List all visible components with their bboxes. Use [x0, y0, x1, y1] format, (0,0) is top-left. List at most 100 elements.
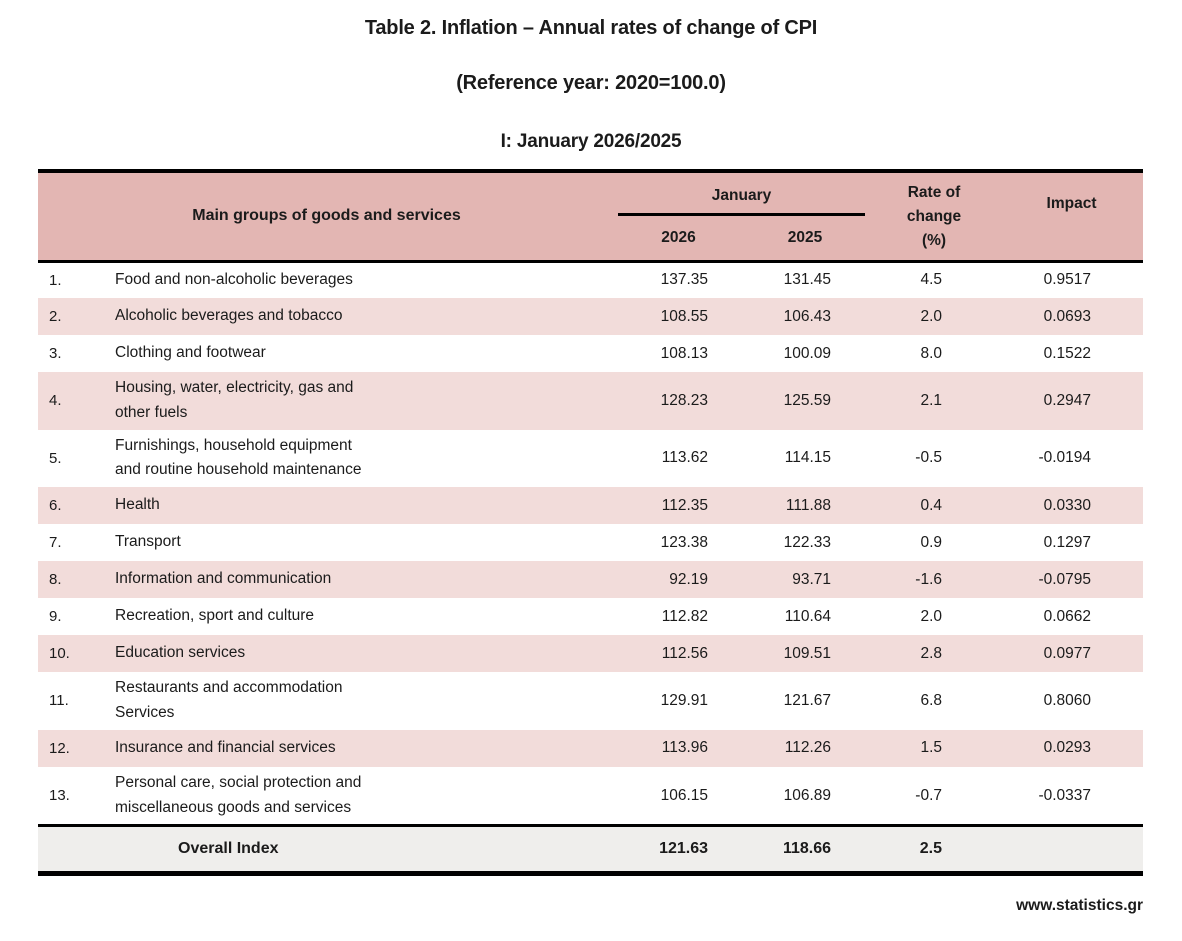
row-number: 10.: [38, 635, 110, 673]
table-row: 5. Furnishings, household equipment and …: [38, 429, 1144, 488]
index-2026: 128.23: [615, 372, 742, 430]
header-rate-of-change: Rate of change (%): [868, 171, 1001, 263]
table-row: 9. Recreation, sport and culture 112.82 …: [38, 598, 1144, 636]
table-body: 1. Food and non-alcoholic beverages 137.…: [38, 261, 1144, 826]
rate-of-change: 8.0: [868, 335, 1001, 372]
index-2026: 92.19: [615, 561, 742, 599]
row-number: 9.: [38, 598, 110, 636]
row-number: 12.: [38, 729, 110, 767]
rate-of-change: 4.5: [868, 261, 1001, 298]
index-2025: 122.33: [742, 524, 869, 562]
impact-value: 0.2947: [1000, 372, 1144, 430]
impact-value: 0.0693: [1000, 298, 1144, 335]
rate-of-change: 2.0: [868, 598, 1001, 636]
impact-value: 0.1522: [1000, 335, 1144, 372]
row-number: 1.: [38, 261, 110, 298]
index-2026: 112.56: [615, 635, 742, 673]
impact-value: -0.0337: [1000, 766, 1144, 826]
group-name: Clothing and footwear: [110, 335, 615, 372]
header-impact: Impact: [1000, 171, 1144, 263]
overall-rate-of-change: 2.5: [868, 824, 1001, 877]
index-2025: 100.09: [742, 335, 869, 372]
table-row: 2. Alcoholic beverages and tobacco 108.5…: [38, 298, 1144, 335]
index-2025: 110.64: [742, 598, 869, 636]
january-underline: [618, 213, 866, 216]
table-row: 8. Information and communication 92.19 9…: [38, 561, 1144, 599]
header-main-groups: Main groups of goods and services: [38, 171, 615, 263]
cpi-table: Main groups of goods and services Januar…: [38, 169, 1144, 877]
group-name: Insurance and financial services: [110, 729, 615, 767]
index-2026: 112.35: [615, 487, 742, 525]
group-name: Housing, water, electricity, gas and oth…: [110, 372, 615, 430]
table-overall-section: Overall Index 121.63 118.66 2.5: [38, 824, 1144, 877]
row-number: 7.: [38, 524, 110, 562]
table-row: 10. Education services 112.56 109.51 2.8…: [38, 635, 1144, 673]
header-year-2026: 2026: [615, 216, 742, 263]
group-name: Furnishings, household equipment and rou…: [110, 429, 615, 488]
group-name: Transport: [110, 524, 615, 562]
table-row: 12. Insurance and financial services 113…: [38, 729, 1144, 767]
rate-of-change: 6.8: [868, 672, 1001, 730]
index-2026: 113.62: [615, 429, 742, 488]
row-number: 2.: [38, 298, 110, 335]
group-name: Information and communication: [110, 561, 615, 599]
header-january-label: January: [711, 187, 772, 204]
table-header: Main groups of goods and services Januar…: [38, 171, 1144, 263]
index-2025: 125.59: [742, 372, 869, 430]
rate-of-change: -1.6: [868, 561, 1001, 599]
table-row: 6. Health 112.35 111.88 0.4 0.0330: [38, 487, 1144, 525]
impact-value: 0.0330: [1000, 487, 1144, 525]
impact-value: -0.0795: [1000, 561, 1144, 599]
row-number: 8.: [38, 561, 110, 599]
rate-of-change: -0.7: [868, 766, 1001, 826]
rate-of-change: 0.9: [868, 524, 1001, 562]
overall-index-label: Overall Index: [38, 824, 615, 877]
index-2026: 123.38: [615, 524, 742, 562]
index-2025: 109.51: [742, 635, 869, 673]
group-name: Recreation, sport and culture: [110, 598, 615, 636]
table-row: 3. Clothing and footwear 108.13 100.09 8…: [38, 335, 1144, 372]
impact-value: 0.0662: [1000, 598, 1144, 636]
statistics-gr-link: www.statistics.gr: [1016, 897, 1143, 915]
table-row: 13. Personal care, social protection and…: [38, 766, 1144, 826]
index-2025: 112.26: [742, 729, 869, 767]
table-row: 7. Transport 123.38 122.33 0.9 0.1297: [38, 524, 1144, 562]
group-name: Food and non-alcoholic beverages: [110, 261, 615, 298]
table-row: 1. Food and non-alcoholic beverages 137.…: [38, 261, 1144, 298]
row-number: 11.: [38, 672, 110, 730]
index-2025: 131.45: [742, 261, 869, 298]
period-title: I: January 2026/2025: [500, 131, 682, 152]
index-2025: 114.15: [742, 429, 869, 488]
index-2025: 111.88: [742, 487, 869, 525]
impact-value: 0.8060: [1000, 672, 1144, 730]
reference-year-subtitle: (Reference year: 2020=100.0): [456, 72, 726, 94]
page-title: Table 2. Inflation – Annual rates of cha…: [364, 17, 818, 39]
group-name: Personal care, social protection and mis…: [110, 766, 615, 826]
row-number: 5.: [38, 429, 110, 488]
index-2025: 121.67: [742, 672, 869, 730]
header-year-2025: 2025: [742, 216, 869, 263]
impact-value: 0.0977: [1000, 635, 1144, 673]
rate-of-change: 1.5: [868, 729, 1001, 767]
impact-value: -0.0194: [1000, 429, 1144, 488]
table-row: 4. Housing, water, electricity, gas and …: [38, 372, 1144, 430]
overall-impact: [1000, 824, 1144, 877]
impact-value: 0.9517: [1000, 261, 1144, 298]
row-number: 4.: [38, 372, 110, 430]
overall-value-2025: 118.66: [742, 824, 869, 877]
header-january-group: January: [615, 171, 869, 216]
group-name: Alcoholic beverages and tobacco: [110, 298, 615, 335]
index-2026: 113.96: [615, 729, 742, 767]
impact-value: 0.1297: [1000, 524, 1144, 562]
row-number: 6.: [38, 487, 110, 525]
index-2026: 129.91: [615, 672, 742, 730]
index-2025: 93.71: [742, 561, 869, 599]
rate-of-change: 0.4: [868, 487, 1001, 525]
index-2026: 106.15: [615, 766, 742, 826]
impact-value: 0.0293: [1000, 729, 1144, 767]
overall-value-2026: 121.63: [615, 824, 742, 877]
index-2025: 106.89: [742, 766, 869, 826]
index-2025: 106.43: [742, 298, 869, 335]
index-2026: 108.55: [615, 298, 742, 335]
